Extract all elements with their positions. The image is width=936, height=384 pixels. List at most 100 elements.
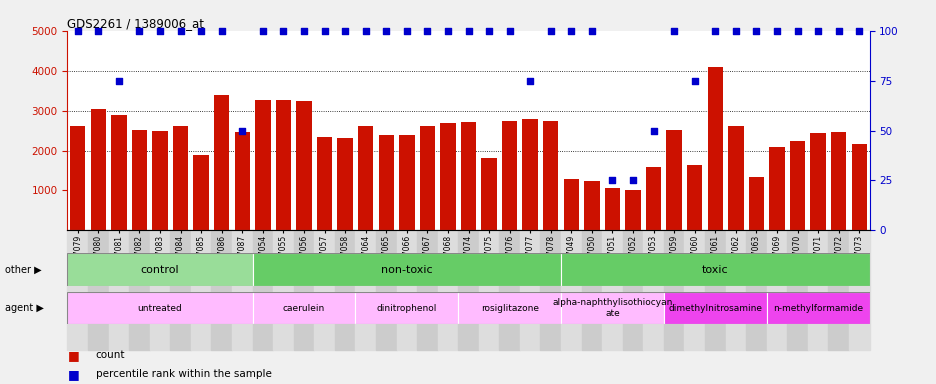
Text: control: control [140, 265, 179, 275]
Bar [213, 95, 229, 230]
Bar [355, 292, 458, 324]
Bar [150, 230, 170, 350]
Bar [132, 130, 147, 230]
Bar [786, 230, 807, 350]
Bar [522, 119, 537, 230]
Bar [645, 167, 661, 230]
Point [70, 28, 85, 34]
Point [748, 28, 763, 34]
Bar [458, 230, 478, 350]
Point [358, 28, 373, 34]
Point [481, 28, 496, 34]
Text: count: count [95, 350, 124, 360]
Point [727, 28, 742, 34]
Text: ■: ■ [67, 368, 80, 381]
Point [830, 28, 845, 34]
Bar [170, 230, 191, 350]
Bar [172, 126, 188, 230]
Bar [129, 230, 150, 350]
Bar [109, 230, 129, 350]
Bar [440, 122, 455, 230]
Text: alpha-naphthylisothiocyan
ate: alpha-naphthylisothiocyan ate [551, 298, 672, 318]
Bar [296, 101, 312, 230]
Bar [399, 134, 414, 230]
Text: caerulein: caerulein [283, 304, 325, 313]
Bar [481, 158, 496, 230]
Text: GDS2261 / 1389006_at: GDS2261 / 1389006_at [67, 17, 204, 30]
Text: untreated: untreated [138, 304, 183, 313]
Point [461, 28, 475, 34]
Bar [727, 126, 743, 230]
Point [440, 28, 455, 34]
Bar [67, 253, 253, 286]
Bar [417, 230, 437, 350]
Bar [499, 230, 519, 350]
Bar [664, 292, 766, 324]
Point [502, 28, 517, 34]
Point [686, 78, 701, 84]
Bar [419, 126, 434, 230]
Bar [355, 230, 375, 350]
Bar [830, 132, 845, 230]
Bar [111, 115, 126, 230]
Point [378, 28, 393, 34]
Bar [745, 230, 766, 350]
Bar [704, 230, 724, 350]
Bar [748, 177, 764, 230]
Bar [153, 131, 168, 230]
Bar [789, 141, 804, 230]
Text: dimethylnitrosamine: dimethylnitrosamine [667, 304, 762, 313]
Text: n-methylformamide: n-methylformamide [772, 304, 862, 313]
Bar [768, 147, 783, 230]
Bar [293, 230, 314, 350]
Point [810, 28, 825, 34]
Bar [563, 179, 578, 230]
Point [419, 28, 434, 34]
Bar [378, 135, 393, 230]
Bar [848, 230, 869, 350]
Point [789, 28, 804, 34]
Bar [686, 165, 702, 230]
Point [543, 28, 558, 34]
Point [256, 28, 271, 34]
Point [563, 28, 578, 34]
Bar [724, 230, 745, 350]
Bar [581, 230, 602, 350]
Bar [253, 230, 272, 350]
Bar [664, 230, 683, 350]
Bar [232, 230, 253, 350]
Bar [624, 190, 640, 230]
Bar [193, 155, 209, 230]
Bar [707, 68, 723, 230]
Bar [622, 230, 643, 350]
Bar [458, 292, 561, 324]
Text: dinitrophenol: dinitrophenol [376, 304, 436, 313]
Point [91, 28, 106, 34]
Point [851, 28, 866, 34]
Text: non-toxic: non-toxic [381, 265, 432, 275]
Point [625, 177, 640, 184]
Bar [316, 137, 332, 230]
Point [275, 28, 290, 34]
Point [337, 28, 352, 34]
Bar [396, 230, 417, 350]
Text: agent ▶: agent ▶ [5, 303, 43, 313]
Bar [561, 292, 664, 324]
Point [173, 28, 188, 34]
Bar [253, 253, 561, 286]
Bar [358, 126, 373, 230]
Point [605, 177, 620, 184]
Bar [561, 230, 581, 350]
Point [111, 78, 126, 84]
Bar [191, 230, 212, 350]
Bar [683, 230, 704, 350]
Bar [807, 230, 827, 350]
Bar [255, 100, 271, 230]
Point [194, 28, 209, 34]
Point [707, 28, 722, 34]
Point [399, 28, 414, 34]
Bar [478, 230, 499, 350]
Point [214, 28, 229, 34]
Point [132, 28, 147, 34]
Bar [766, 230, 786, 350]
